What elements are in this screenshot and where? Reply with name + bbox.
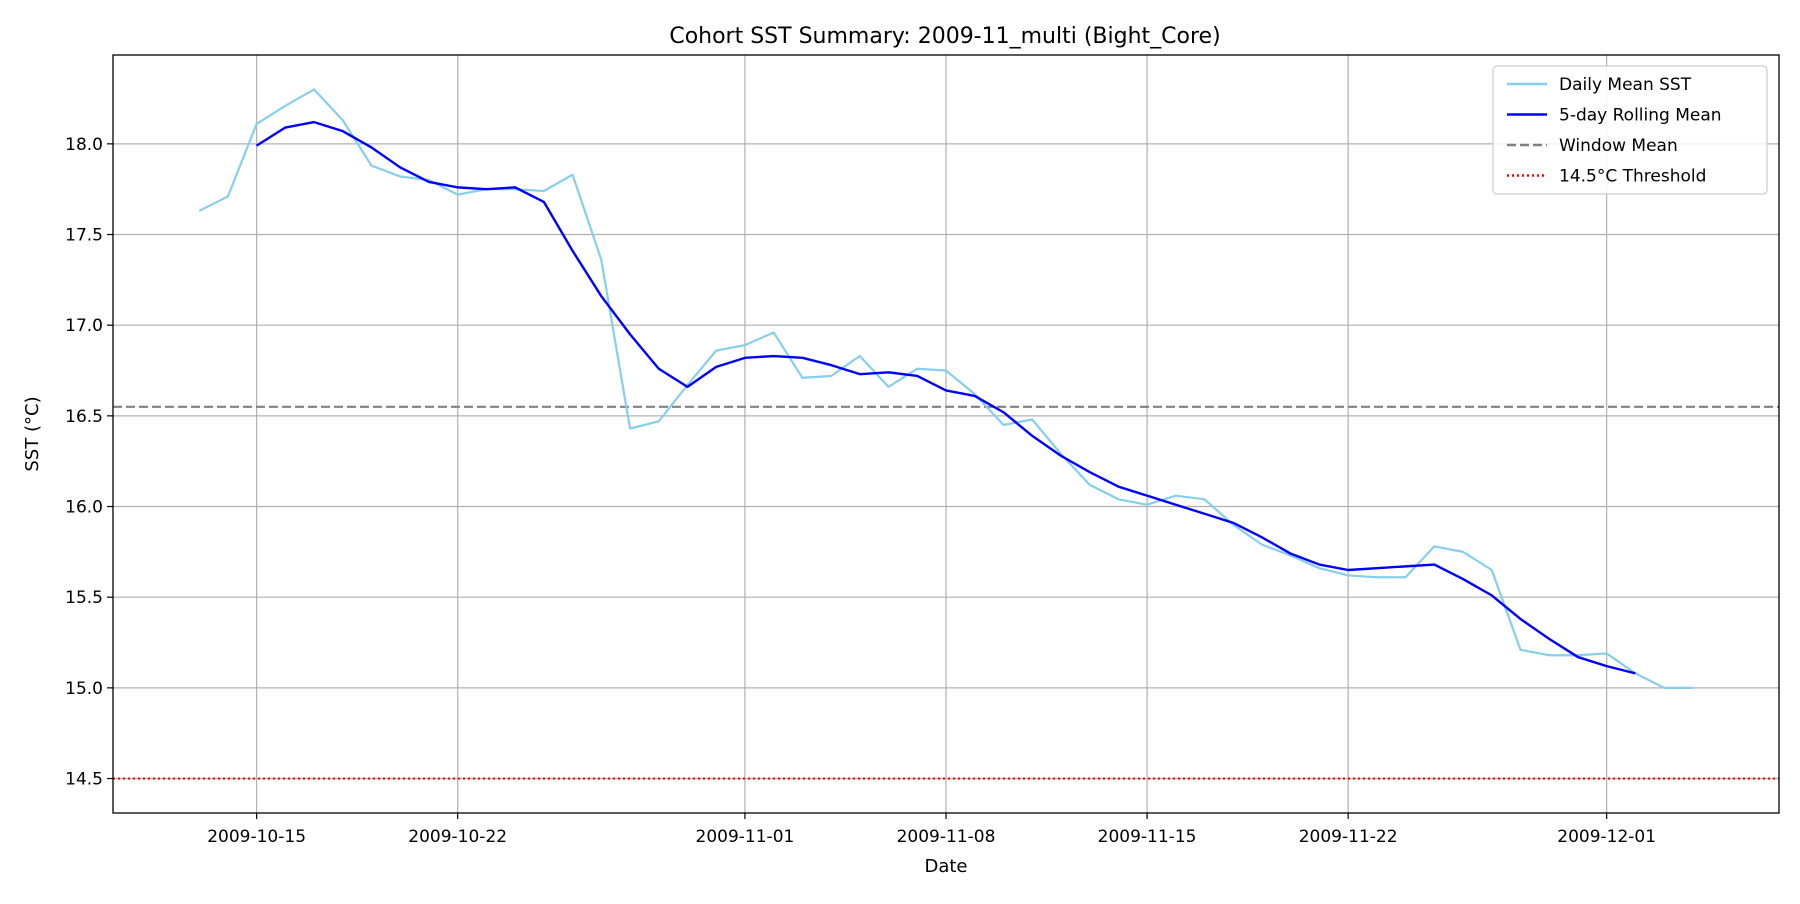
y-tick-label: 16.5	[65, 407, 103, 427]
x-tick-label: 2009-11-08	[897, 827, 996, 847]
y-tick-label: 16.0	[65, 498, 103, 518]
y-tick-label: 17.5	[65, 226, 103, 246]
reference-lines	[113, 405, 1779, 780]
y-tick-label: 17.0	[65, 316, 103, 336]
legend-threshold-label: 14.5°C Threshold	[1559, 167, 1706, 187]
y-tick-label: 18.0	[65, 135, 103, 155]
y-tick-label: 15.0	[65, 679, 103, 699]
x-axis-ticks: 2009-10-15 2009-10-22 2009-11-01 2009-11-08…	[207, 813, 1656, 847]
y-axis-ticks: 14.5 15.0 15.5 16.0 16.5 17.0 17.5 18.0	[65, 135, 113, 790]
x-tick-label: 2009-12-01	[1557, 827, 1656, 847]
x-axis-label: Date	[924, 856, 967, 877]
series-lines	[198, 88, 1693, 689]
y-axis-label: SST (°C)	[22, 396, 43, 471]
y-tick-label: 14.5	[65, 770, 103, 790]
y-tick-label: 15.5	[65, 588, 103, 608]
x-tick-label: 2009-11-22	[1299, 827, 1398, 847]
legend: Daily Mean SST 5-day Rolling Mean Window M…	[1492, 65, 1768, 195]
rolling-mean-line	[255, 120, 1636, 675]
chart-title: Cohort SST Summary: 2009-11_multi (Bight…	[669, 24, 1220, 49]
daily-mean-sst-line	[198, 88, 1693, 689]
legend-window-mean-label: Window Mean	[1559, 136, 1678, 156]
legend-box	[1492, 65, 1768, 195]
x-tick-label: 2009-11-01	[696, 827, 795, 847]
legend-rolling-mean-label: 5-day Rolling Mean	[1559, 106, 1722, 126]
x-tick-label: 2009-10-15	[207, 827, 306, 847]
legend-daily-mean-label: Daily Mean SST	[1559, 75, 1692, 95]
x-tick-label: 2009-11-15	[1098, 827, 1197, 847]
x-tick-label: 2009-10-22	[408, 827, 507, 847]
